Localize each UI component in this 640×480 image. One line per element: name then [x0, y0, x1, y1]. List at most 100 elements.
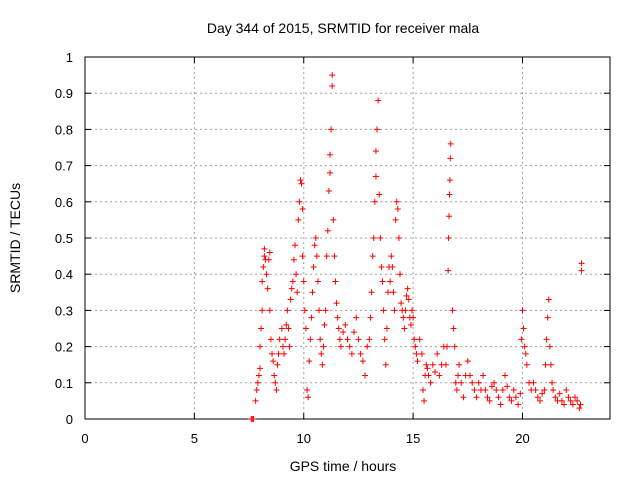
x-tick-label: 0 [81, 431, 88, 446]
data-point [371, 198, 378, 205]
data-point [328, 126, 335, 133]
x-axis-label: GPS time / hours [290, 458, 397, 474]
data-point [493, 387, 500, 394]
data-point [311, 242, 318, 249]
data-point [400, 314, 407, 321]
data-point [447, 155, 454, 162]
data-point [359, 358, 366, 365]
data-point [432, 368, 438, 375]
data-point [502, 372, 508, 379]
data-point [276, 336, 283, 343]
data-point [329, 82, 336, 89]
data-point [534, 394, 541, 401]
data-point [324, 227, 331, 234]
data-point [310, 263, 317, 270]
data-point [266, 307, 273, 314]
data-point [471, 387, 478, 394]
data-point [302, 325, 309, 332]
data-point [389, 263, 396, 270]
y-tick-label: 0.2 [55, 340, 73, 355]
data-point [434, 350, 441, 357]
data-point [327, 151, 333, 158]
data-point [410, 314, 417, 321]
data-point [546, 343, 553, 350]
data-point [407, 321, 414, 328]
data-point [320, 343, 327, 350]
data-point [397, 271, 403, 278]
data-point [357, 350, 364, 357]
data-point [333, 300, 340, 307]
data-point [270, 358, 277, 365]
data-point [469, 379, 476, 386]
data-point [541, 387, 548, 394]
data-point [316, 307, 323, 314]
data-point [312, 235, 319, 241]
data-point [572, 394, 578, 401]
data-point [488, 383, 495, 390]
data-point [346, 343, 353, 350]
data-point [355, 336, 362, 343]
data-point [334, 314, 341, 321]
data-point [288, 285, 295, 292]
data-point [450, 325, 457, 332]
data-point [395, 235, 402, 241]
data-point [351, 329, 358, 336]
data-point [281, 350, 288, 357]
data-point [259, 307, 266, 314]
x-tick-label: 10 [297, 431, 311, 446]
data-point [313, 253, 320, 260]
data-point [391, 307, 398, 314]
y-tick-label: 0.3 [55, 303, 73, 318]
data-point [506, 394, 513, 401]
y-tick-label: 0 [66, 412, 73, 427]
data-point [497, 401, 504, 408]
y-tick-labels: 0 0.1 0.2 0.3 0.4 0.5 0.6 0.7 0.8 0.9 1 [55, 50, 73, 427]
data-point [375, 97, 382, 104]
data-point [286, 343, 293, 350]
data-point [532, 387, 539, 394]
data-point [366, 336, 373, 343]
data-point [537, 397, 543, 404]
data-point [370, 235, 377, 241]
x-tick-label: 15 [406, 431, 420, 446]
data-point [364, 343, 371, 350]
data-point [337, 343, 344, 350]
data-point [499, 387, 506, 394]
data-point [387, 278, 394, 285]
y-tick-label: 0.9 [55, 86, 73, 101]
data-point [424, 365, 431, 372]
data-point [332, 278, 339, 285]
data-point [272, 379, 279, 386]
data-point [299, 253, 306, 260]
x-tick-label: 20 [515, 431, 529, 446]
data-point [444, 343, 451, 350]
data-point [353, 314, 360, 321]
data-point [261, 253, 268, 260]
data-point [569, 401, 576, 408]
data-point [550, 387, 557, 394]
data-point [263, 271, 270, 278]
data-point [321, 321, 328, 328]
data-point [473, 394, 480, 401]
y-tick-label: 0.1 [55, 376, 73, 391]
data-point [482, 387, 489, 394]
data-point [412, 343, 419, 350]
axis-ticks [84, 56, 610, 420]
data-point [545, 296, 552, 303]
data-point [279, 343, 286, 350]
data-point [446, 177, 453, 184]
data-point [418, 350, 425, 357]
data-point [331, 253, 338, 260]
data-point [298, 180, 305, 187]
data-point [255, 372, 262, 379]
data-point [523, 361, 530, 368]
data-point [372, 173, 379, 180]
data-point [423, 361, 430, 368]
data-point [445, 235, 452, 241]
data-point [299, 206, 306, 213]
data-point [411, 336, 418, 343]
data-point [539, 390, 546, 397]
data-point [278, 325, 285, 332]
data-point [287, 296, 294, 303]
